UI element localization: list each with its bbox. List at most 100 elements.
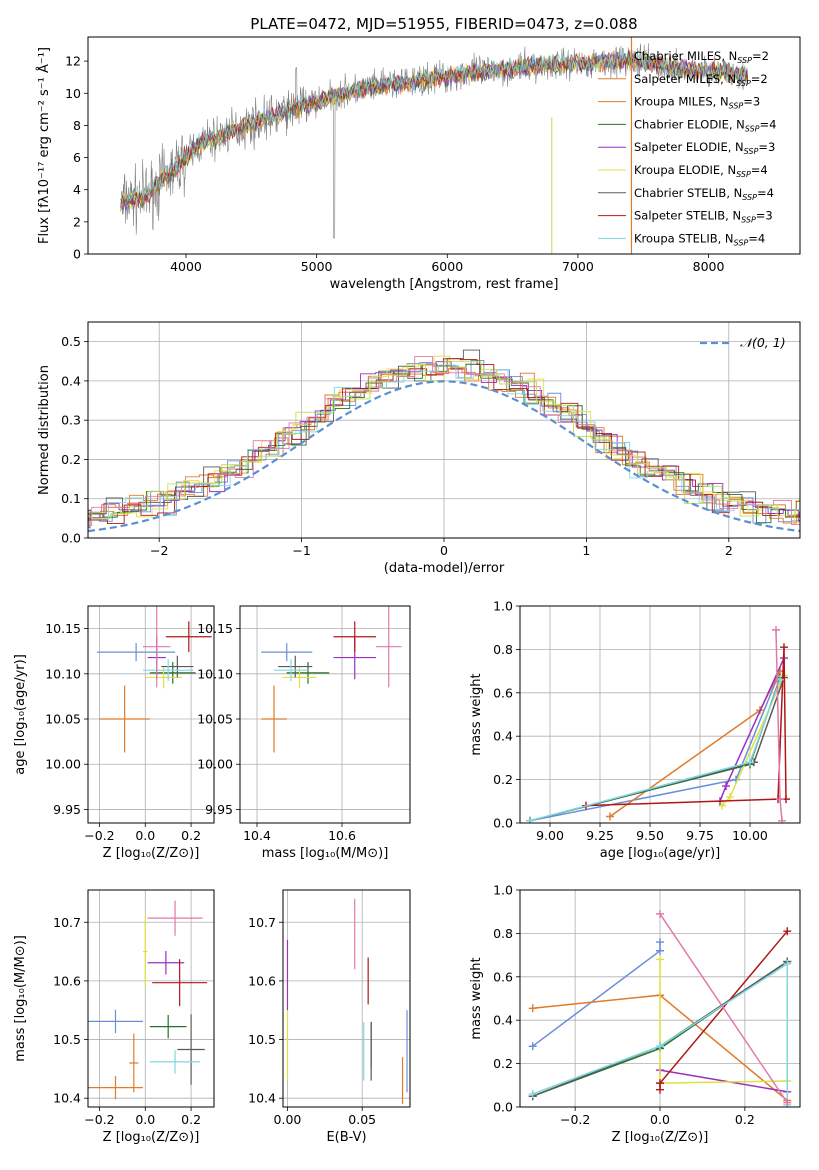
age-vs-mass-frame (239, 605, 411, 824)
age-vs-Z-xtick-label: 0.0 (135, 828, 155, 843)
errorbar-point (261, 685, 287, 753)
errorbar-point (149, 1050, 201, 1074)
mass-vs-Z-ytick-label: 10.4 (53, 1091, 81, 1106)
residuals-xtick-label: 1 (582, 543, 590, 558)
weight-vs-age-xtick-label: 9.25 (586, 828, 614, 843)
spectrum-ytick-label: 2 (73, 214, 81, 229)
residuals-ytick-label: 0.2 (61, 452, 81, 467)
weight-vs-age-xtick-label: 9.50 (636, 828, 664, 843)
weight-series (718, 671, 788, 810)
weight-series-line (529, 670, 781, 822)
age-vs-Z-frame (87, 605, 215, 824)
legend-label: Kroupa ELODIE, NSSP=4 (634, 163, 768, 179)
residuals-xtick-label: −2 (150, 543, 168, 558)
residuals-ytick-label: 0.1 (61, 491, 81, 506)
spectrum-ytick-label: 4 (73, 182, 81, 197)
weight-vs-Z-ytick-label: 0.0 (493, 1100, 513, 1115)
age-vs-mass-xtick-label: 10.4 (243, 828, 271, 843)
spectrum-ylabel: Flux [fλ10⁻¹⁷ erg cm⁻² s⁻¹ Å⁻¹] (36, 47, 52, 244)
age-vs-mass-ytick-label: 10.00 (197, 757, 233, 772)
weight-marker (780, 643, 788, 652)
errorbar-point (142, 916, 148, 987)
weight-vs-Z-axes: −0.2 0.0 0.2 0.0 0.2 0.4 0.6 0.8 1.0 Z [log₁₀(Z/Z… (469, 883, 800, 1145)
age-vs-mass-ytick-label: 10.10 (197, 666, 233, 681)
weight-vs-age-frame (519, 605, 801, 824)
errorbar-point (99, 685, 150, 753)
residuals-ylabel: Normed distribution (37, 365, 52, 495)
weight-series (772, 625, 786, 823)
normal-legend-label: 𝒩(0, 1) (740, 335, 786, 350)
age-vs-Z-ytick-label: 10.05 (45, 712, 81, 727)
mass-vs-EBV-axes: 0.00 0.05 10.4 10.5 10.6 10.7 E(B-V) (248, 890, 410, 1145)
weight-series-line (532, 962, 789, 1105)
spectrum-axes: 4000 5000 6000 7000 8000 0 2 4 6 8 10 12 wavelength … (36, 47, 725, 292)
weight-marker (656, 1079, 664, 1088)
errorbar-point (376, 606, 402, 688)
spectrum-frame (87, 36, 801, 255)
age-vs-Z-ytick-label: 10.15 (45, 621, 81, 636)
weight-series (528, 938, 664, 1051)
weight-series (656, 909, 792, 1107)
spectrum-xtick-label: 5000 (301, 259, 333, 274)
errorbar-point (149, 662, 196, 684)
weight-vs-Z-xlabel: Z [log₁₀(Z/Z⊙)] (612, 1130, 709, 1145)
mass-vs-EBV-ytick-label: 10.5 (248, 1032, 276, 1047)
mass-vs-EBV-ytick-label: 10.7 (248, 915, 276, 930)
weight-marker (746, 758, 754, 767)
errorbar-point (129, 1033, 139, 1093)
weight-marker (726, 792, 734, 801)
age-vs-mass-axes: 10.4 10.6 9.95 10.00 10.05 10.10 10.15 mass [lo… (197, 606, 410, 861)
age-vs-mass-ytick-label: 10.15 (197, 621, 233, 636)
weight-vs-age-xlabel: age [log₁₀(age/yr)] (600, 846, 721, 861)
age-vs-mass-xlabel: mass [log₁₀(M/M⊙)] (262, 846, 389, 861)
mass-vs-Z-xtick-label: −0.2 (84, 1112, 114, 1127)
weight-vs-age-ytick-label: 1.0 (493, 599, 513, 614)
mass-vs-EBV-xtick-label: 0.05 (348, 1112, 376, 1127)
weight-vs-Z-frame (519, 889, 801, 1108)
residuals-xtick-label: −1 (292, 543, 310, 558)
errorbar-point (88, 1009, 143, 1034)
legend-label: Chabrier MILES, NSSP=2 (634, 49, 769, 65)
histogram-series (88, 360, 800, 524)
weight-vs-age-ytick-label: 0.6 (493, 685, 513, 700)
legend-label: Kroupa STELIB, NSSP=4 (634, 231, 765, 247)
legend-label: Chabrier ELODIE, NSSP=4 (634, 117, 776, 133)
weight-vs-Z-xtick-label: 0.2 (735, 1112, 755, 1127)
errorbar-point (165, 621, 212, 653)
weight-vs-age-axes: 9.00 9.25 9.50 9.75 10.00 0.0 0.2 0.4 0.6 0.8 1.0 a… (469, 599, 800, 861)
errorbar-point (177, 1014, 205, 1085)
age-vs-Z-ytick-label: 10.00 (45, 757, 81, 772)
age-vs-Z-ytick-label: 10.10 (45, 666, 81, 681)
age-vs-Z-xtick-label: −0.2 (84, 828, 114, 843)
weight-marker (606, 812, 614, 821)
mass-vs-EBV-frame (282, 889, 411, 1108)
weight-vs-Z-ytick-label: 0.2 (493, 1056, 513, 1071)
histogram-series (88, 364, 800, 520)
weight-vs-Z-ytick-label: 0.6 (493, 969, 513, 984)
normal-curve (88, 380, 800, 533)
charts-layer: 4000 5000 6000 7000 8000024681012wavelength … (13, 36, 801, 1145)
weight-series (526, 667, 784, 823)
weight-marker (656, 909, 664, 918)
age-vs-mass-ytick-label: 10.05 (197, 712, 233, 727)
spectrum-xlabel: wavelength [Angstrom, rest frame] (330, 277, 559, 292)
mass-vs-Z-xtick-label: 0.0 (135, 1112, 155, 1127)
histogram-series (88, 360, 800, 519)
age-vs-Z-ylabel: age [log₁₀(age/yr)] (13, 654, 28, 775)
residuals-xlabel: (data-model)/error (384, 561, 505, 576)
errorbar-point (88, 1075, 143, 1100)
weight-marker (526, 816, 534, 823)
spectrum-ytick-label: 12 (65, 54, 81, 69)
weight-marker (783, 927, 792, 936)
errorbar-point (333, 621, 376, 653)
errorbar-point (278, 655, 313, 678)
errorbar-point (149, 1014, 187, 1039)
histogram-series (88, 358, 800, 525)
spectrum-xtick-label: 7000 (562, 259, 594, 274)
weight-series-line (659, 1069, 788, 1093)
errorbar-point (274, 659, 308, 682)
legend-label: Kroupa MILES, NSSP=3 (634, 95, 760, 111)
spectrum-ytick-label: 10 (65, 86, 81, 101)
weight-series-line (532, 942, 661, 1047)
weight-vs-Z-xtick-label: 0.0 (650, 1112, 670, 1127)
